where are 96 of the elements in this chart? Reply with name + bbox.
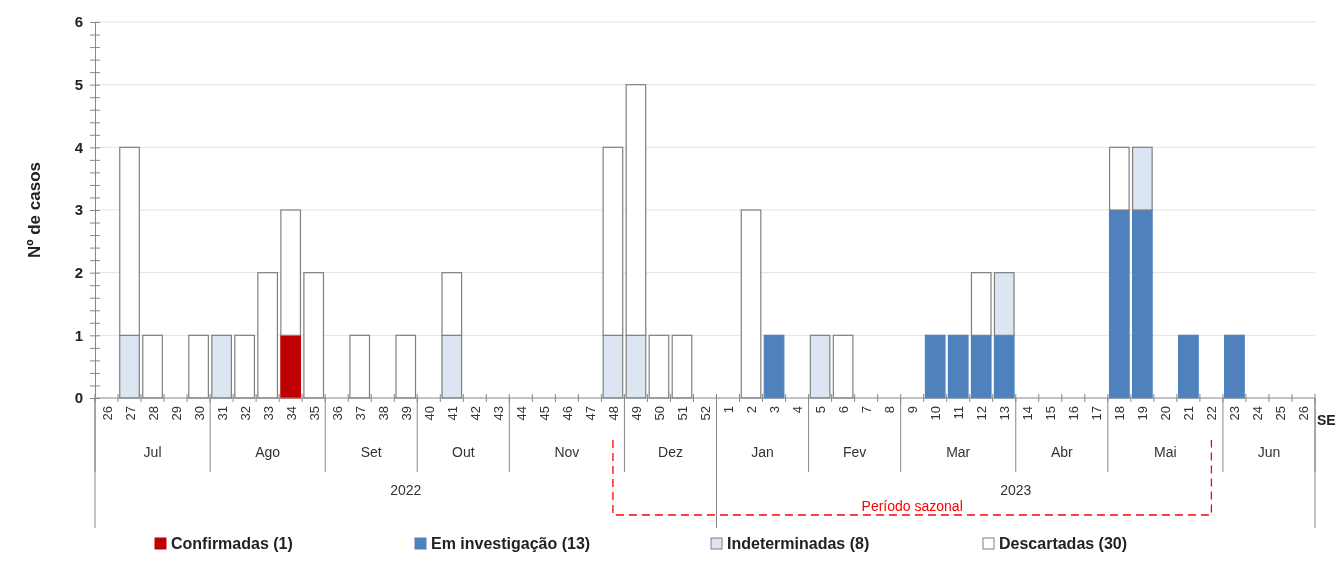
text: Fev xyxy=(842,444,867,460)
bar xyxy=(924,334,946,399)
x-tick-label: 38 xyxy=(375,406,391,421)
x-tick-label: 28 xyxy=(145,406,161,421)
text: Abr xyxy=(1050,444,1074,460)
x-tick-label: 21 xyxy=(1181,406,1197,421)
x-tick-label: 49 xyxy=(628,406,644,421)
text: Set xyxy=(360,444,382,460)
x-tick-label: 6 xyxy=(836,406,852,414)
x-tick-label: 44 xyxy=(513,406,529,421)
x-tick-label: 14 xyxy=(1020,406,1036,421)
bar xyxy=(947,334,969,399)
text: Out xyxy=(452,444,475,460)
bar xyxy=(970,272,992,336)
bar xyxy=(1131,209,1153,399)
x-tick-label: 52 xyxy=(698,406,713,421)
x-tick-label: 8 xyxy=(882,406,898,414)
legend-label: Em investigação (13) xyxy=(431,535,591,552)
bar xyxy=(280,334,302,399)
y-axis-title: Nº de casos xyxy=(25,162,44,258)
text: Ago xyxy=(255,444,281,460)
x-tick-label: 18 xyxy=(1112,406,1128,421)
x-tick-label: 48 xyxy=(605,406,621,421)
x-tick-label: 22 xyxy=(1204,406,1220,421)
legend-label: Indeterminadas (8) xyxy=(727,535,870,552)
x-tick-label: 5 xyxy=(813,406,829,414)
y-tick-label: 4 xyxy=(74,138,84,156)
y-tick-label: 3 xyxy=(74,201,83,219)
x-tick-label: 12 xyxy=(974,406,990,421)
text: Jan xyxy=(751,444,774,460)
x-tick-label: 1 xyxy=(721,406,737,414)
y-tick-label: 5 xyxy=(74,75,83,93)
bar xyxy=(993,272,1015,336)
x-tick-label: 29 xyxy=(168,406,184,421)
text: Jun xyxy=(1257,444,1281,460)
text: Período sazonal xyxy=(861,498,963,514)
x-tick-label: 7 xyxy=(859,406,875,414)
text: Jul xyxy=(143,444,162,460)
legend-label: Descartadas (30) xyxy=(999,535,1128,552)
text: SE xyxy=(1317,412,1336,428)
x-tick-label: 46 xyxy=(559,406,575,421)
bar xyxy=(970,334,992,399)
x-tick-label: 36 xyxy=(329,406,345,421)
x-tick-label: 30 xyxy=(191,406,207,421)
bar xyxy=(763,334,785,399)
x-tick-label: 11 xyxy=(951,406,967,420)
text: 2023 xyxy=(1000,482,1032,498)
x-tick-label: 27 xyxy=(122,406,138,421)
bar xyxy=(1108,209,1130,399)
bar xyxy=(1131,146,1153,211)
x-tick-label: 13 xyxy=(997,406,1013,421)
x-tick-label: 50 xyxy=(651,406,667,421)
bar xyxy=(280,209,302,336)
x-tick-label: 20 xyxy=(1158,406,1174,421)
text: 2022 xyxy=(390,482,422,498)
text: Nov xyxy=(554,444,580,460)
x-tick-label: 51 xyxy=(674,406,690,421)
x-tick-label: 47 xyxy=(582,406,598,421)
x-tick-label: 32 xyxy=(237,406,253,421)
x-tick-label: 34 xyxy=(283,406,299,421)
x-tick-label: 3 xyxy=(767,406,783,414)
x-tick-label: 31 xyxy=(214,406,230,421)
x-tick-label: 26 xyxy=(1296,406,1312,421)
x-tick-label: 45 xyxy=(536,406,552,421)
x-tick-label: 37 xyxy=(352,406,368,421)
x-tick-label: 35 xyxy=(306,406,322,421)
x-tick-label: 9 xyxy=(905,406,921,414)
x-tick-label: 43 xyxy=(490,406,506,421)
x-tick-label: 17 xyxy=(1089,406,1105,421)
y-tick-label: 1 xyxy=(74,326,83,344)
bar xyxy=(1178,334,1199,399)
x-tick-label: 39 xyxy=(398,406,414,421)
y-tick-label: 6 xyxy=(74,13,83,31)
legend-label: Confirmadas (1) xyxy=(171,535,293,552)
x-tick-label: 16 xyxy=(1066,406,1082,421)
x-tick-label: 24 xyxy=(1250,406,1266,421)
bar xyxy=(1108,146,1130,211)
bar xyxy=(993,334,1015,399)
x-tick-label: 33 xyxy=(260,406,276,421)
text: Mai xyxy=(1154,444,1177,460)
x-tick-label: 15 xyxy=(1043,406,1059,421)
x-tick-label: 42 xyxy=(467,406,483,421)
bar xyxy=(1224,334,1245,399)
x-tick-label: 40 xyxy=(421,406,437,421)
x-tick-label: 10 xyxy=(928,406,944,421)
text: Mar xyxy=(946,444,971,460)
x-tick-label: 25 xyxy=(1273,406,1289,421)
x-tick-label: 4 xyxy=(790,406,806,414)
x-tick-label: 41 xyxy=(444,406,460,421)
x-tick-label: 26 xyxy=(99,406,115,421)
x-tick-label: 19 xyxy=(1135,406,1151,421)
x-tick-label: 23 xyxy=(1227,406,1243,421)
y-tick-label: 0 xyxy=(74,389,83,407)
x-tick-label: 2 xyxy=(744,406,760,414)
text: Dez xyxy=(658,444,683,460)
y-tick-label: 2 xyxy=(74,263,83,281)
